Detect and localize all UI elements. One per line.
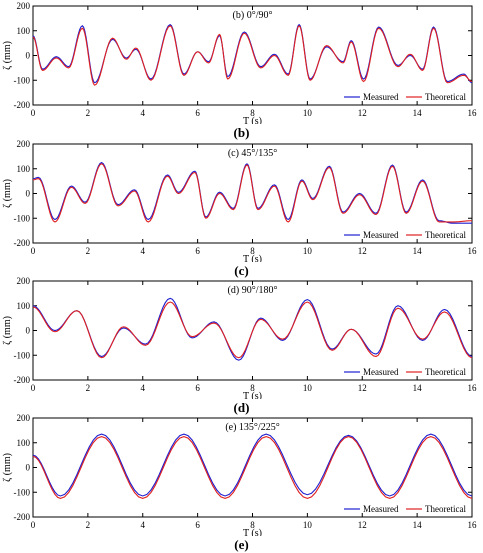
y-axis-label: ζ (mm) — [2, 41, 13, 70]
series-line-measured — [32, 161, 472, 224]
x-tick-label: 10 — [303, 246, 313, 256]
x-tick-label: 2 — [86, 520, 91, 530]
x-tick-label: 0 — [31, 383, 36, 393]
x-tick-label: 10 — [303, 520, 313, 530]
panel-caption: (d) — [233, 400, 250, 415]
y-tick-label: -100 — [14, 213, 31, 223]
y-tick-label: 200 — [17, 276, 31, 286]
series-line-theoretical — [32, 24, 473, 86]
y-tick-label: 100 — [17, 301, 31, 311]
x-tick-label: 14 — [413, 383, 423, 393]
y-tick-label: 100 — [17, 164, 31, 174]
y-tick-label: -200 — [14, 375, 31, 385]
x-tick-label: 2 — [86, 108, 91, 118]
series-line-theoretical — [32, 163, 473, 223]
legend-label: Theoretical — [425, 230, 466, 240]
x-tick-label: 16 — [468, 520, 478, 530]
x-tick-label: 4 — [141, 108, 146, 118]
x-tick-label: 14 — [413, 246, 423, 256]
y-tick-label: 0 — [26, 51, 31, 61]
x-tick-label: 14 — [413, 520, 423, 530]
y-tick-label: -200 — [14, 512, 31, 522]
x-tick-label: 16 — [468, 108, 478, 118]
y-tick-label: -100 — [14, 75, 31, 85]
chart-panel: 0 2 4 6 8 10 12 14 16 -200 -100 0 100 200 ζ (mm) T (s) (… — [2, 276, 478, 399]
y-tick-label: 0 — [26, 189, 31, 199]
x-tick-label: 0 — [31, 520, 36, 530]
x-tick-label: 12 — [358, 520, 367, 530]
x-axis-label: T (s) — [243, 391, 262, 399]
x-tick-label: 16 — [468, 246, 478, 256]
x-tick-label: 8 — [250, 383, 255, 393]
x-tick-label: 16 — [468, 383, 478, 393]
y-tick-label: 200 — [17, 1, 31, 11]
chart-title: (e) 135°/225° — [225, 422, 279, 433]
legend-label: Measured — [363, 367, 399, 377]
x-tick-label: 6 — [195, 108, 200, 118]
x-tick-label: 8 — [250, 108, 255, 118]
x-tick-label: 0 — [31, 108, 36, 118]
x-tick-label: 6 — [195, 383, 200, 393]
series-line-theoretical — [32, 301, 473, 359]
y-tick-label: 100 — [17, 438, 31, 448]
y-axis-label: ζ (mm) — [2, 316, 13, 345]
legend-label: Theoretical — [425, 92, 466, 102]
y-tick-label: 200 — [17, 413, 31, 423]
y-axis-label: ζ (mm) — [2, 453, 13, 482]
series-line-measured — [32, 433, 473, 497]
chart-panel: 0 2 4 6 8 10 12 14 16 -200 -100 0 100 200 ζ (mm) T (s) (… — [2, 413, 478, 536]
panel-caption: (c) — [234, 263, 249, 278]
x-tick-label: 2 — [86, 246, 91, 256]
x-axis-label: T (s) — [243, 528, 262, 536]
y-tick-label: 100 — [17, 26, 31, 36]
legend-label: Theoretical — [425, 504, 466, 514]
series-line-measured — [32, 23, 473, 84]
x-axis-label: T (s) — [243, 254, 262, 262]
y-tick-label: -100 — [14, 487, 31, 497]
series-line-theoretical — [32, 435, 473, 500]
legend-label: Measured — [363, 230, 399, 240]
x-tick-label: 0 — [31, 246, 36, 256]
x-tick-label: 10 — [303, 383, 313, 393]
panel-caption: (e) — [234, 537, 249, 552]
x-tick-label: 10 — [303, 108, 313, 118]
chart-panel: 0 2 4 6 8 10 12 14 16 -200 -100 0 100 200 ζ (mm) T (s) (… — [2, 1, 478, 124]
x-tick-label: 14 — [413, 108, 423, 118]
x-tick-label: 12 — [358, 108, 367, 118]
y-tick-label: -100 — [14, 350, 31, 360]
x-tick-label: 12 — [358, 246, 367, 256]
x-tick-label: 12 — [358, 383, 367, 393]
chart-title: (b) 0°/90° — [233, 10, 273, 21]
x-axis-label: T (s) — [243, 116, 262, 124]
y-tick-label: -200 — [14, 100, 31, 110]
panel-caption: (b) — [233, 125, 250, 140]
chart-title: (d) 90°/180° — [228, 285, 278, 296]
x-tick-label: 6 — [195, 520, 200, 530]
series-line-measured — [32, 297, 473, 361]
chart-panel: 0 2 4 6 8 10 12 14 16 -200 -100 0 100 200 ζ (mm) T (s) (… — [2, 139, 478, 262]
y-axis-label: ζ (mm) — [2, 179, 13, 208]
y-tick-label: -200 — [14, 238, 31, 248]
chart-title: (c) 45°/135° — [228, 148, 277, 159]
y-tick-label: 0 — [26, 326, 31, 336]
legend-label: Measured — [363, 504, 399, 514]
y-tick-label: 200 — [17, 139, 31, 149]
x-tick-label: 8 — [250, 246, 255, 256]
x-tick-label: 8 — [250, 520, 255, 530]
x-tick-label: 6 — [195, 246, 200, 256]
x-tick-label: 4 — [141, 520, 146, 530]
x-tick-label: 2 — [86, 383, 91, 393]
x-tick-label: 4 — [141, 246, 146, 256]
y-tick-label: 0 — [26, 463, 31, 473]
x-tick-label: 4 — [141, 383, 146, 393]
legend-label: Theoretical — [425, 367, 466, 377]
legend-label: Measured — [363, 92, 399, 102]
